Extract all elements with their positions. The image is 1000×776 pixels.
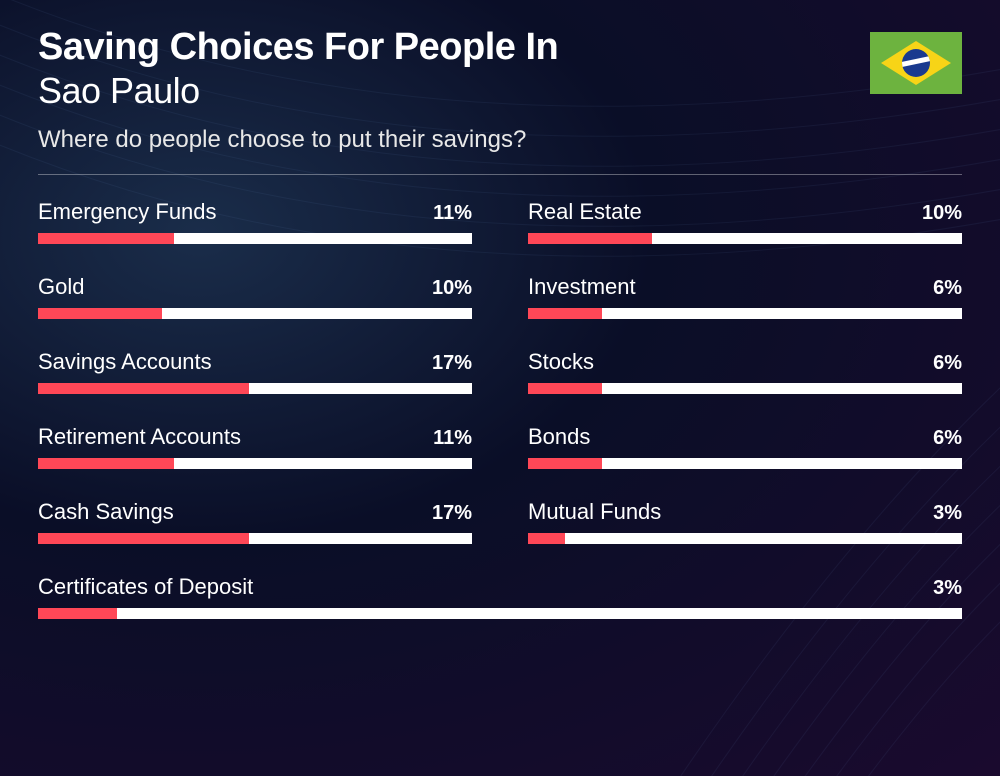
bar-value: 6% bbox=[933, 352, 962, 375]
bar-value: 6% bbox=[933, 277, 962, 300]
bar-fill bbox=[38, 458, 174, 469]
bar-item: Mutual Funds 3% bbox=[528, 499, 962, 544]
bar-label: Investment bbox=[528, 274, 636, 300]
bar-value: 11% bbox=[433, 427, 472, 450]
bar-label: Savings Accounts bbox=[38, 349, 212, 375]
bar-chart-grid: Emergency Funds 11% Real Estate 10% Gold 10% I… bbox=[38, 199, 962, 619]
bar-track bbox=[528, 308, 962, 319]
bar-track bbox=[38, 533, 472, 544]
bar-track bbox=[528, 533, 962, 544]
bar-item: Retirement Accounts 11% bbox=[38, 424, 472, 469]
bar-track bbox=[38, 458, 472, 469]
bar-track bbox=[38, 608, 962, 619]
bar-track bbox=[38, 383, 472, 394]
bar-label: Certificates of Deposit bbox=[38, 574, 253, 600]
bar-label: Stocks bbox=[528, 349, 594, 375]
divider bbox=[38, 174, 962, 175]
bar-item: Bonds 6% bbox=[528, 424, 962, 469]
title-sub: Sao Paulo bbox=[38, 70, 870, 112]
bar-item-head: Savings Accounts 17% bbox=[38, 349, 472, 375]
bar-item: Cash Savings 17% bbox=[38, 499, 472, 544]
bar-item-head: Stocks 6% bbox=[528, 349, 962, 375]
bar-item: Investment 6% bbox=[528, 274, 962, 319]
bar-fill bbox=[38, 383, 249, 394]
bar-fill bbox=[38, 608, 117, 619]
bar-item: Emergency Funds 11% bbox=[38, 199, 472, 244]
bar-fill bbox=[528, 383, 602, 394]
bar-value: 17% bbox=[432, 352, 472, 375]
bar-fill bbox=[528, 233, 652, 244]
bar-item-head: Certificates of Deposit 3% bbox=[38, 574, 962, 600]
bar-item: Gold 10% bbox=[38, 274, 472, 319]
bar-fill bbox=[38, 233, 174, 244]
bar-value: 3% bbox=[933, 502, 962, 525]
bar-item: Savings Accounts 17% bbox=[38, 349, 472, 394]
bar-track bbox=[38, 308, 472, 319]
bar-item: Stocks 6% bbox=[528, 349, 962, 394]
subtitle-question: Where do people choose to put their savi… bbox=[38, 126, 870, 154]
bar-value: 10% bbox=[922, 202, 962, 225]
infographic-content: Saving Choices For People In Sao Paulo W… bbox=[0, 0, 1000, 639]
bar-label: Retirement Accounts bbox=[38, 424, 241, 450]
bar-fill bbox=[528, 458, 602, 469]
bar-item-head: Emergency Funds 11% bbox=[38, 199, 472, 225]
bar-item: Certificates of Deposit 3% bbox=[38, 574, 962, 619]
bar-fill bbox=[528, 533, 565, 544]
bar-track bbox=[528, 233, 962, 244]
brazil-flag-icon bbox=[870, 32, 962, 94]
bar-item-head: Investment 6% bbox=[528, 274, 962, 300]
bar-label: Emergency Funds bbox=[38, 199, 217, 225]
title-block: Saving Choices For People In Sao Paulo W… bbox=[38, 28, 870, 154]
bar-value: 17% bbox=[432, 502, 472, 525]
bar-label: Mutual Funds bbox=[528, 499, 661, 525]
bar-fill bbox=[38, 308, 162, 319]
bar-item: Real Estate 10% bbox=[528, 199, 962, 244]
bar-item-head: Gold 10% bbox=[38, 274, 472, 300]
bar-value: 3% bbox=[933, 577, 962, 600]
bar-label: Real Estate bbox=[528, 199, 642, 225]
bar-track bbox=[38, 233, 472, 244]
bar-value: 6% bbox=[933, 427, 962, 450]
bar-item-head: Real Estate 10% bbox=[528, 199, 962, 225]
bar-item-head: Retirement Accounts 11% bbox=[38, 424, 472, 450]
bar-item-head: Mutual Funds 3% bbox=[528, 499, 962, 525]
bar-label: Cash Savings bbox=[38, 499, 174, 525]
bar-track bbox=[528, 383, 962, 394]
bar-fill bbox=[38, 533, 249, 544]
bar-item-head: Bonds 6% bbox=[528, 424, 962, 450]
header: Saving Choices For People In Sao Paulo W… bbox=[38, 28, 962, 154]
bar-item-head: Cash Savings 17% bbox=[38, 499, 472, 525]
bar-label: Gold bbox=[38, 274, 84, 300]
bar-label: Bonds bbox=[528, 424, 590, 450]
bar-value: 10% bbox=[432, 277, 472, 300]
title-main: Saving Choices For People In bbox=[38, 28, 870, 68]
bar-value: 11% bbox=[433, 202, 472, 225]
bar-fill bbox=[528, 308, 602, 319]
bar-track bbox=[528, 458, 962, 469]
